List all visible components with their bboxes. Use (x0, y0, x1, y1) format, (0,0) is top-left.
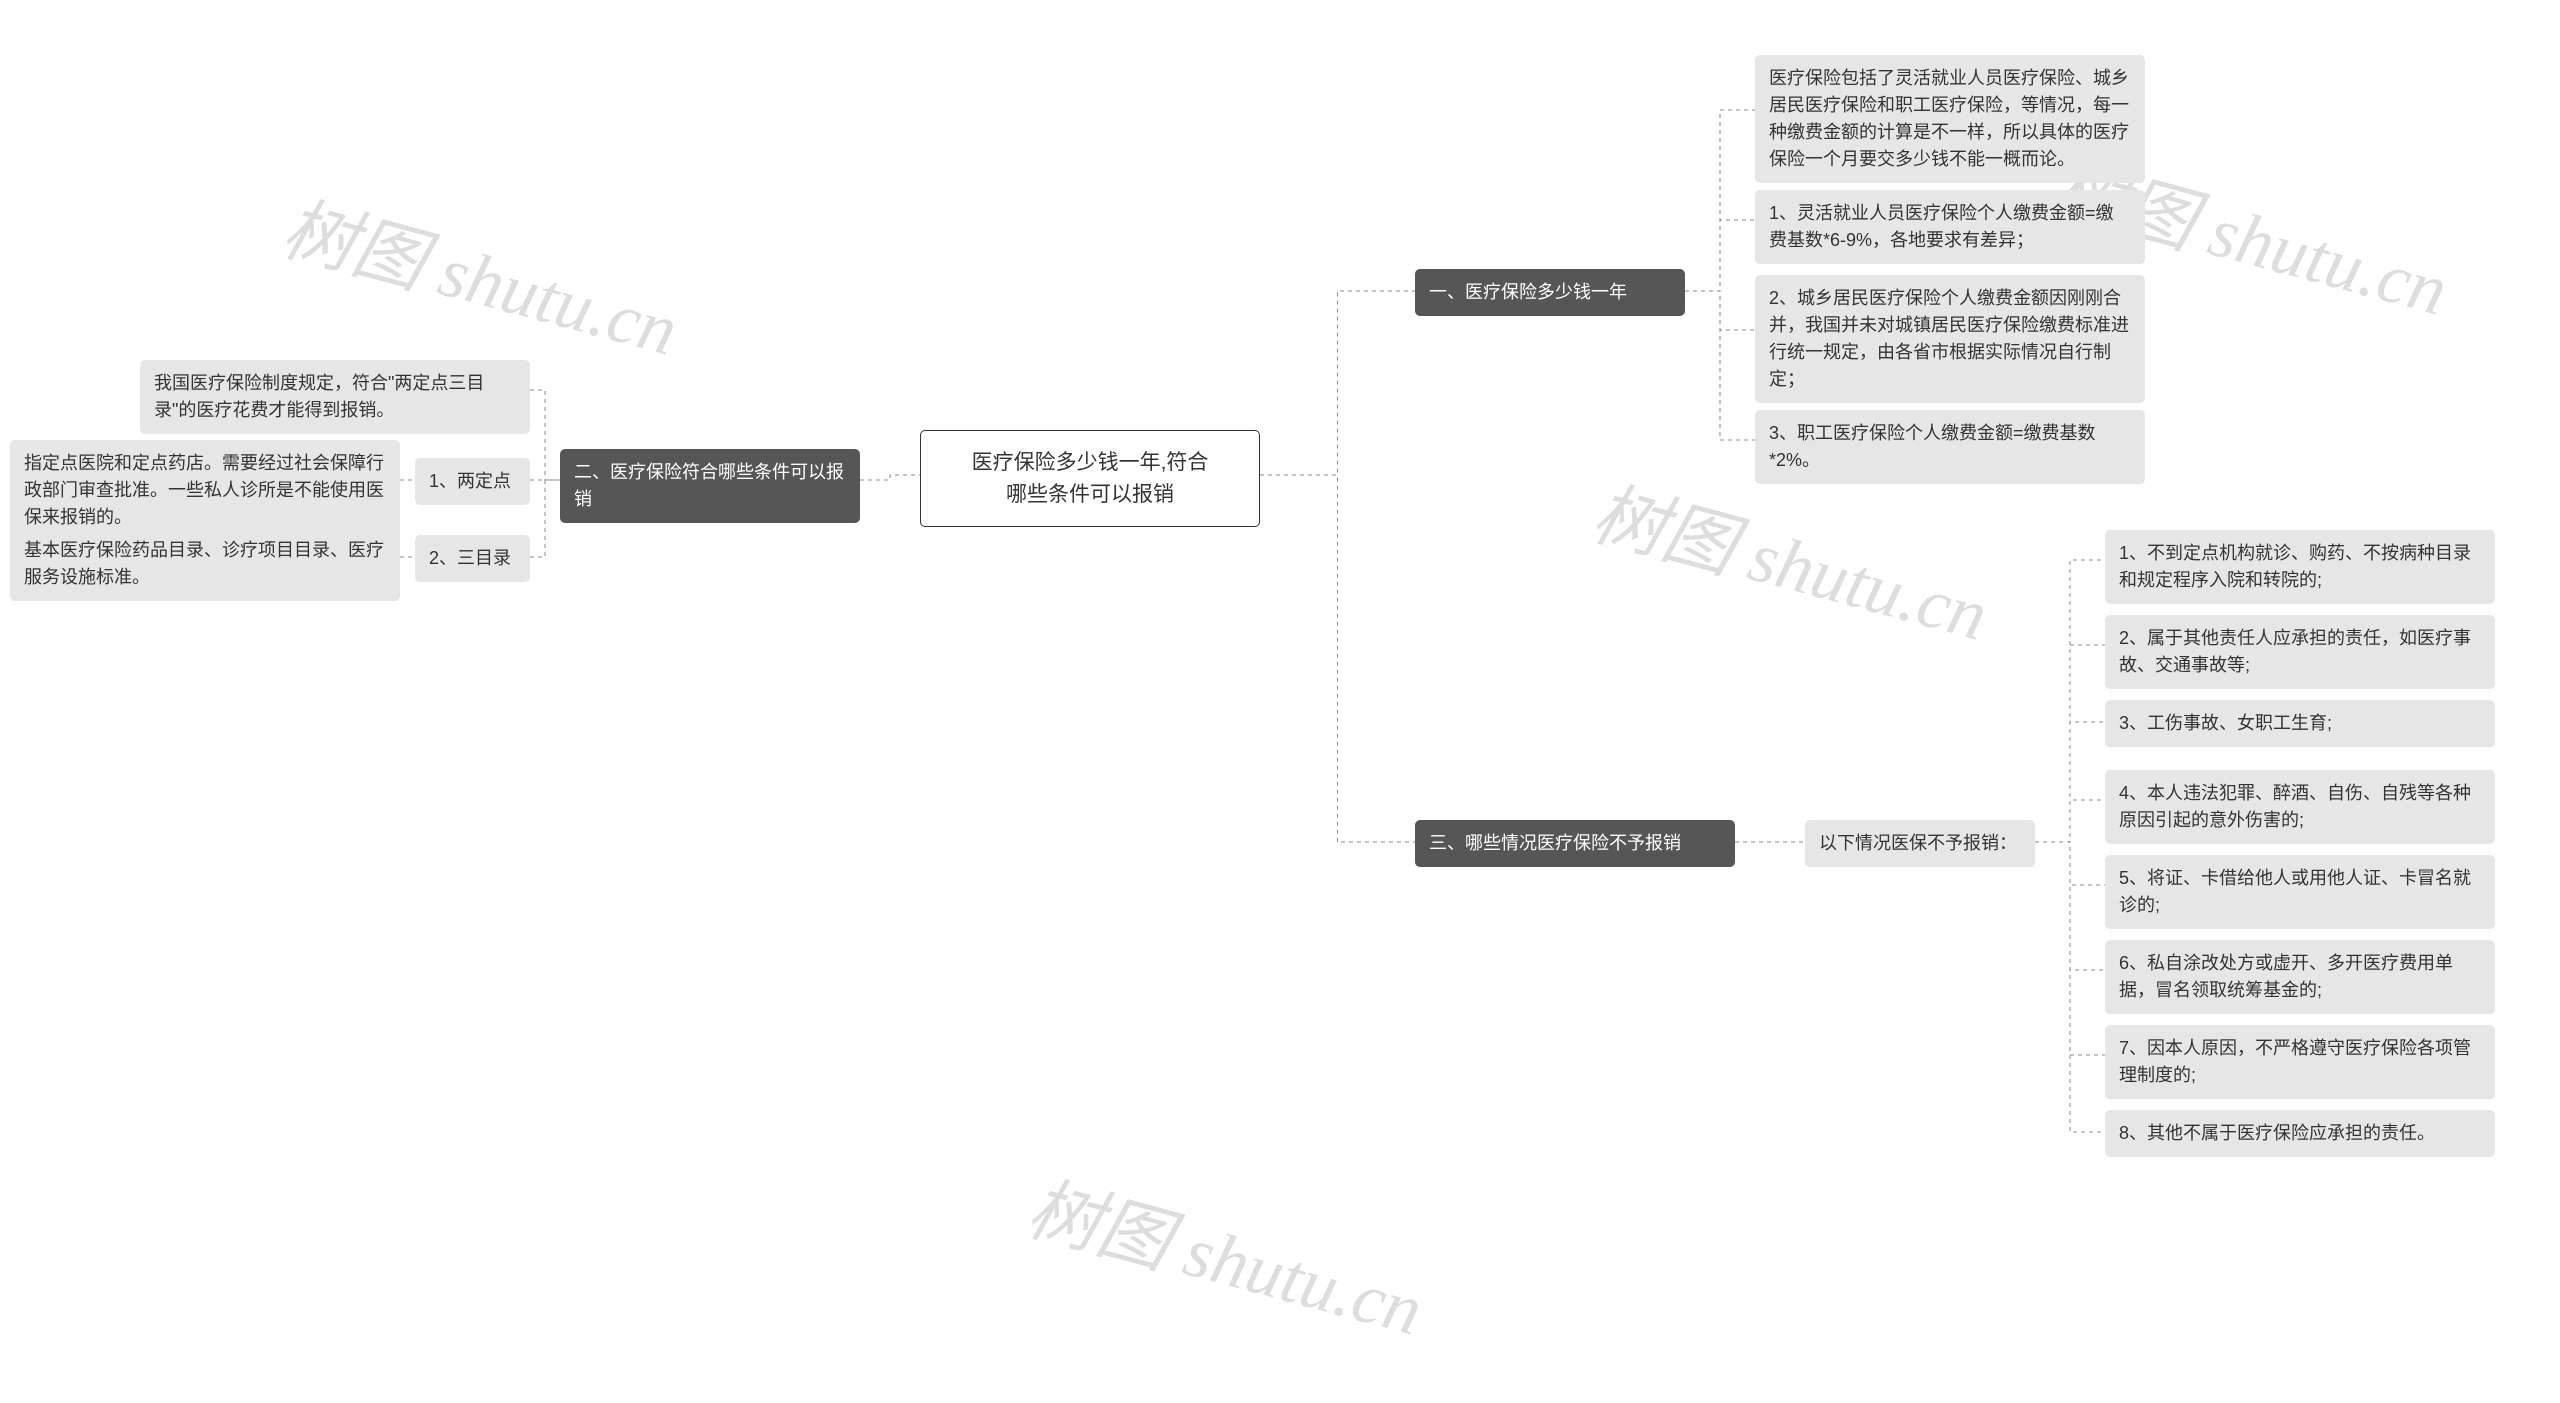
right-0-child-0-label: 医疗保险包括了灵活就业人员医疗保险、城乡居民医疗保险和职工医疗保险，等情况，每一… (1769, 68, 2129, 169)
right-1-0-gc-3-label: 4、本人违法犯罪、醉酒、自伤、自残等各种原因引起的意外伤害的; (2119, 783, 2471, 830)
watermark: 树图 shutu.cn (1018, 1150, 1435, 1356)
left-0-child-1: 1、两定点 (415, 458, 530, 505)
left-0-child-0: 我国医疗保险制度规定，符合"两定点三目录"的医疗花费才能得到报销。 (140, 360, 530, 434)
right-1-0-gc-2: 3、工伤事故、女职工生育; (2105, 700, 2495, 747)
right-1-0-gc-6-label: 7、因本人原因，不严格遵守医疗保险各项管理制度的; (2119, 1038, 2471, 1085)
left-0-2-gc-0-label: 基本医疗保险药品目录、诊疗项目目录、医疗服务设施标准。 (24, 540, 384, 587)
right-1-0-gc-2-label: 3、工伤事故、女职工生育; (2119, 713, 2332, 733)
watermark: 树图 shutu.cn (1583, 455, 2000, 661)
right-1-0-gc-1-label: 2、属于其他责任人应承担的责任，如医疗事故、交通事故等; (2119, 628, 2471, 675)
left-0-2-gc-0: 基本医疗保险药品目录、诊疗项目目录、医疗服务设施标准。 (10, 527, 400, 601)
right-branch-0: 一、医疗保险多少钱一年 (1415, 269, 1685, 316)
right-0-child-2-label: 2、城乡居民医疗保险个人缴费金额因刚刚合并，我国并未对城镇居民医疗保险缴费标准进… (1769, 288, 2129, 389)
right-1-child-0-label: 以下情况医保不予报销： (1819, 833, 2017, 853)
root-line1: 医疗保险多少钱一年,符合 (941, 447, 1239, 479)
right-0-child-3: 3、职工医疗保险个人缴费金额=缴费基数*2%。 (1755, 410, 2145, 484)
right-0-child-2: 2、城乡居民医疗保险个人缴费金额因刚刚合并，我国并未对城镇居民医疗保险缴费标准进… (1755, 275, 2145, 403)
left-0-child-2: 2、三目录 (415, 535, 530, 582)
right-1-child-0: 以下情况医保不予报销： (1805, 820, 2035, 867)
left-0-child-2-label: 2、三目录 (429, 548, 511, 568)
right-1-0-gc-3: 4、本人违法犯罪、醉酒、自伤、自残等各种原因引起的意外伤害的; (2105, 770, 2495, 844)
right-1-0-gc-1: 2、属于其他责任人应承担的责任，如医疗事故、交通事故等; (2105, 615, 2495, 689)
right-1-0-gc-6: 7、因本人原因，不严格遵守医疗保险各项管理制度的; (2105, 1025, 2495, 1099)
right-1-0-gc-7: 8、其他不属于医疗保险应承担的责任。 (2105, 1110, 2495, 1157)
right-1-0-gc-4: 5、将证、卡借给他人或用他人证、卡冒名就诊的; (2105, 855, 2495, 929)
left-0-child-0-label: 我国医疗保险制度规定，符合"两定点三目录"的医疗花费才能得到报销。 (154, 373, 484, 420)
right-branch-1: 三、哪些情况医疗保险不予报销 (1415, 820, 1735, 867)
left-branch-0-label: 二、医疗保险符合哪些条件可以报销 (574, 462, 844, 509)
watermark: 树图 shutu.cn (273, 170, 690, 376)
root-node: 医疗保险多少钱一年,符合哪些条件可以报销 (920, 430, 1260, 527)
right-branch-0-label: 一、医疗保险多少钱一年 (1429, 282, 1627, 302)
right-1-0-gc-4-label: 5、将证、卡借给他人或用他人证、卡冒名就诊的; (2119, 868, 2471, 915)
mindmap-canvas: 树图 shutu.cn树图 shutu.cn树图 shutu.cn树图 shut… (0, 0, 2560, 1403)
left-branch-0: 二、医疗保险符合哪些条件可以报销 (560, 449, 860, 523)
right-1-0-gc-7-label: 8、其他不属于医疗保险应承担的责任。 (2119, 1123, 2435, 1143)
left-0-child-1-label: 1、两定点 (429, 471, 511, 491)
right-branch-1-label: 三、哪些情况医疗保险不予报销 (1429, 833, 1681, 853)
right-0-child-0: 医疗保险包括了灵活就业人员医疗保险、城乡居民医疗保险和职工医疗保险，等情况，每一… (1755, 55, 2145, 183)
right-0-child-3-label: 3、职工医疗保险个人缴费金额=缴费基数*2%。 (1769, 423, 2096, 470)
right-0-child-1: 1、灵活就业人员医疗保险个人缴费金额=缴费基数*6-9%，各地要求有差异； (1755, 190, 2145, 264)
right-0-child-1-label: 1、灵活就业人员医疗保险个人缴费金额=缴费基数*6-9%，各地要求有差异； (1769, 203, 2114, 250)
left-0-1-gc-0-label: 指定点医院和定点药店。需要经过社会保障行政部门审查批准。一些私人诊所是不能使用医… (24, 453, 384, 527)
right-1-0-gc-0: 1、不到定点机构就诊、购药、不按病种目录和规定程序入院和转院的; (2105, 530, 2495, 604)
root-line2: 哪些条件可以报销 (941, 479, 1239, 511)
right-1-0-gc-5-label: 6、私自涂改处方或虚开、多开医疗费用单据，冒名领取统筹基金的; (2119, 953, 2453, 1000)
right-1-0-gc-0-label: 1、不到定点机构就诊、购药、不按病种目录和规定程序入院和转院的; (2119, 543, 2471, 590)
right-1-0-gc-5: 6、私自涂改处方或虚开、多开医疗费用单据，冒名领取统筹基金的; (2105, 940, 2495, 1014)
left-0-1-gc-0: 指定点医院和定点药店。需要经过社会保障行政部门审查批准。一些私人诊所是不能使用医… (10, 440, 400, 541)
